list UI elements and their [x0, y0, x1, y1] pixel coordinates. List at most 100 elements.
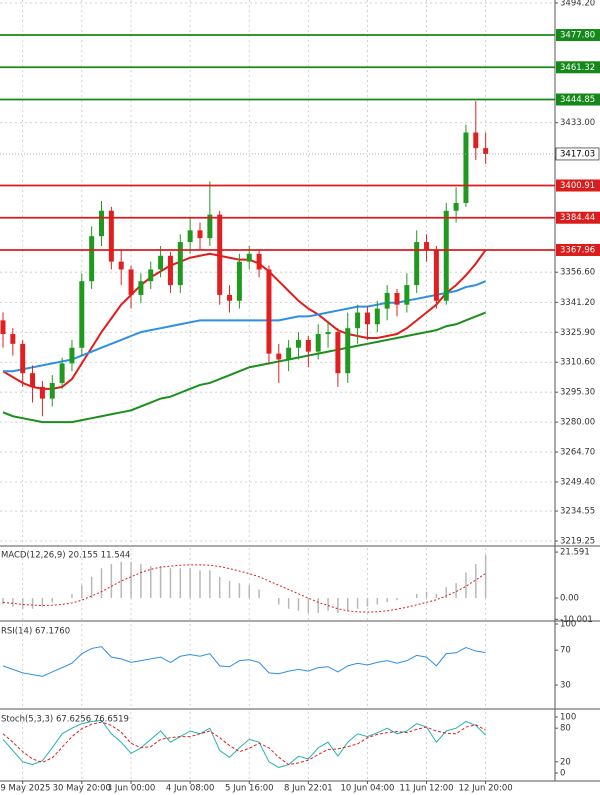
candle-body [187, 230, 193, 243]
candle-body [128, 269, 134, 295]
candle-body [217, 214, 223, 295]
level-label-box [556, 243, 600, 256]
level-label: 3384.44 [560, 213, 595, 223]
candle-body [69, 347, 75, 364]
y-tick-label: 21.591 [560, 548, 590, 558]
x-tick-label: 29 May 2025 [0, 784, 50, 794]
y-tick-label: 3494.20 [560, 0, 595, 8]
level-label: 3444.85 [560, 95, 595, 105]
x-tick-label: 4 Jun 08:00 [166, 784, 215, 794]
candle-body [59, 363, 65, 383]
level-label-box [556, 179, 600, 192]
candle-body [197, 230, 203, 239]
x-tick-label: 10 Jun 04:00 [340, 784, 394, 794]
candle-body [236, 261, 242, 301]
indicator-line [2, 719, 487, 768]
y-tick-label: 3325.90 [560, 328, 595, 338]
y-tick-label: 100 [560, 620, 576, 630]
y-tick-label: 3310.60 [560, 358, 595, 368]
candle-body [433, 249, 439, 301]
level-label: 3367.96 [560, 245, 595, 255]
y-tick-label: 70 [560, 646, 571, 656]
candle-body [99, 210, 104, 237]
moving-average [2, 249, 487, 390]
x-tick-label: 8 Jun 22:01 [284, 784, 333, 794]
candle-body [30, 373, 36, 387]
candle-body [49, 382, 55, 399]
candle-body [39, 386, 45, 399]
panel-title: RSI(14) 67.1760 [1, 627, 70, 637]
candle-body [404, 285, 410, 305]
x-tick-label: 11 Jun 12:00 [400, 784, 454, 794]
candle-body [256, 253, 262, 270]
candle-body [305, 339, 311, 352]
level-label: 3477.80 [560, 31, 595, 41]
candle-body [315, 334, 321, 352]
y-tick-label: 3219.25 [560, 536, 595, 546]
y-tick-label: 3234.55 [560, 507, 595, 517]
candle-body [158, 255, 164, 270]
candle-body [453, 202, 459, 211]
panel [2, 548, 487, 620]
y-tick-label: 3249.40 [560, 477, 595, 487]
candle-body [473, 132, 479, 149]
x-tick-label: 5 Jun 16:00 [225, 784, 274, 794]
y-tick-label: 3295.30 [560, 388, 595, 398]
signal-line [2, 564, 486, 613]
candle-body [20, 343, 26, 374]
candle-body [325, 332, 331, 335]
candle-body [364, 312, 370, 325]
candle-body [0, 320, 6, 335]
candle-body [148, 269, 154, 282]
candle-body [276, 353, 282, 360]
last-price-label: 3417.03 [560, 149, 595, 159]
candle-body [463, 132, 469, 203]
y-tick-label: 3280.00 [560, 418, 595, 428]
candle-body [177, 242, 183, 286]
indicator-line [2, 646, 486, 677]
candle-body [355, 312, 361, 329]
candle-body [167, 255, 173, 286]
candle-body [483, 148, 489, 154]
candle-body [266, 269, 272, 354]
level-label-box [556, 29, 600, 42]
y-tick-label: 100 [560, 712, 576, 722]
candle-body [207, 214, 213, 239]
candle-body [227, 294, 233, 301]
candle-body [374, 308, 380, 325]
panel-title: Stoch(5,3,3) 67.6256 76.6519 [1, 715, 129, 725]
candle-body [79, 281, 85, 348]
x-tick-label: 12 Jun 20:00 [459, 784, 513, 794]
y-tick-label: 0 [560, 768, 565, 778]
level-label-box [556, 211, 600, 224]
panel [2, 624, 487, 708]
x-tick-label: 30 May 20:00 [53, 784, 111, 794]
level-label-box [556, 93, 600, 106]
y-tick-label: 30 [560, 681, 571, 691]
level-label-box [556, 61, 600, 74]
candle-body [424, 242, 430, 250]
plot-background [0, 0, 555, 780]
y-tick-label: -10.001 [560, 615, 593, 625]
y-tick-label: 3433.00 [560, 118, 595, 128]
panel [2, 712, 487, 780]
candle-body [296, 339, 301, 348]
candle-body [118, 261, 124, 270]
panel [0, 0, 555, 545]
y-tick-label: 3356.60 [560, 268, 595, 278]
y-tick-label: 0.00 [560, 594, 579, 604]
level-label: 3461.32 [560, 63, 595, 73]
candle-body [394, 292, 400, 305]
y-tick-label: 3264.70 [560, 448, 595, 458]
candle-body [246, 253, 252, 262]
candle-body [414, 242, 420, 286]
candle-body [108, 210, 114, 262]
candle-body [345, 328, 351, 374]
y-tick-label: 3341.20 [560, 298, 595, 308]
candle-body [384, 292, 390, 309]
candle-body [89, 236, 95, 282]
panel-title: MACD(12,26,9) 20.155 11.544 [1, 551, 130, 561]
